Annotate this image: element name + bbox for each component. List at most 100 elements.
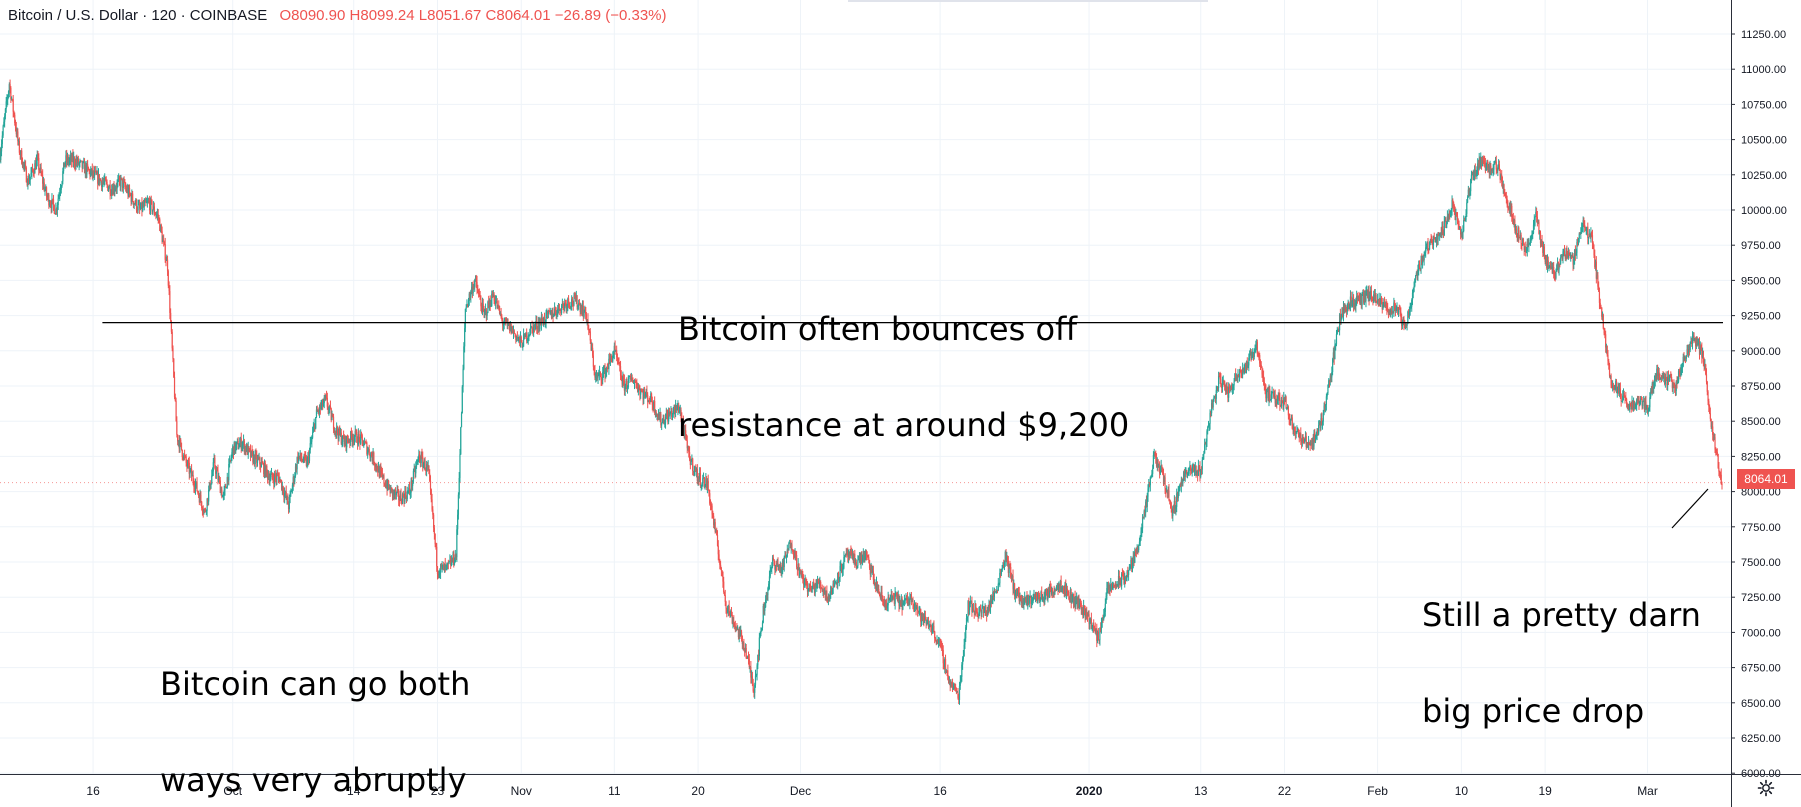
candle	[10, 87, 12, 100]
candle	[453, 562, 456, 564]
candle	[1505, 196, 1507, 199]
candle	[886, 605, 888, 609]
candle	[143, 202, 145, 207]
price-tick-label: 8000.00	[1741, 487, 1781, 499]
candle	[1621, 400, 1623, 402]
candle	[120, 177, 122, 187]
price-tick-label: 11000.00	[1741, 64, 1786, 76]
candle	[614, 345, 616, 351]
candle	[712, 514, 714, 516]
candle	[447, 562, 449, 564]
candle	[882, 600, 885, 603]
candle	[668, 412, 670, 422]
candle	[1068, 594, 1070, 600]
candle	[1688, 349, 1691, 351]
candle	[513, 330, 515, 334]
candle	[662, 418, 664, 420]
candle	[139, 208, 141, 210]
candle	[1420, 259, 1422, 270]
candle	[197, 492, 200, 496]
candle	[608, 358, 610, 369]
candle	[53, 205, 55, 214]
interval-label[interactable]: 120	[151, 7, 177, 24]
candle	[1251, 356, 1253, 360]
candle	[989, 600, 992, 609]
candle	[139, 204, 141, 209]
candle	[674, 406, 676, 413]
candle	[1046, 591, 1048, 599]
candle	[55, 208, 57, 214]
candle	[191, 475, 193, 477]
candle	[1713, 437, 1715, 440]
candle	[959, 681, 961, 686]
candle	[972, 608, 974, 613]
candle	[114, 188, 117, 190]
candle	[75, 160, 77, 167]
candle	[1283, 397, 1285, 407]
price-axis[interactable]: 11250.0011000.0010750.0010500.0010250.00…	[1731, 0, 1801, 807]
candle	[80, 160, 82, 162]
open-value: O8090.90	[279, 7, 346, 24]
drop-pointer-line	[1671, 488, 1709, 529]
candle	[1345, 310, 1348, 312]
candle	[287, 496, 289, 505]
candle	[1, 135, 3, 145]
candle	[910, 594, 913, 602]
gear-icon[interactable]	[1756, 778, 1776, 798]
candle	[971, 601, 973, 613]
candle	[271, 472, 273, 478]
candle	[917, 610, 919, 612]
candle	[363, 442, 366, 445]
candle	[1550, 265, 1552, 269]
candle	[95, 171, 97, 175]
candle	[892, 596, 895, 598]
candle	[311, 432, 314, 438]
candle	[701, 483, 703, 486]
candle	[46, 196, 48, 198]
candle	[282, 486, 284, 493]
candle	[1024, 597, 1026, 604]
candle	[48, 195, 50, 206]
candle	[1492, 169, 1494, 172]
candle	[1158, 466, 1160, 468]
candle	[126, 188, 128, 192]
candle	[390, 487, 392, 494]
candle	[900, 598, 902, 604]
candle	[624, 383, 626, 391]
time-axis[interactable]: 16 Oct 14 23 Nov 11 20 Dec 16 2020 13 22 Feb 10 19 Mar	[0, 774, 1801, 807]
candle	[1035, 592, 1037, 597]
candle	[611, 358, 613, 362]
candle	[1078, 600, 1080, 608]
symbol-name[interactable]: Bitcoin / U.S. Dollar	[8, 7, 139, 24]
candle	[1221, 382, 1224, 388]
candle	[1000, 571, 1002, 575]
candle	[803, 578, 805, 585]
candle	[768, 583, 770, 589]
candle	[1229, 388, 1231, 390]
candle	[851, 554, 853, 556]
candle	[1459, 226, 1462, 235]
candle	[862, 551, 864, 558]
candle	[442, 564, 444, 566]
candle	[334, 430, 336, 433]
candle	[1684, 357, 1687, 359]
candle	[526, 339, 529, 341]
candle	[1475, 173, 1477, 176]
candle	[767, 588, 769, 596]
candle	[96, 172, 98, 175]
candle	[1591, 232, 1593, 236]
candle	[1079, 603, 1082, 605]
candle	[1062, 588, 1064, 590]
candle	[1300, 433, 1302, 442]
candle	[1290, 417, 1293, 419]
candle	[1292, 428, 1294, 431]
candle	[986, 610, 989, 616]
candle	[218, 478, 221, 481]
candle	[585, 306, 587, 315]
candle	[399, 494, 401, 501]
candle	[1632, 401, 1634, 409]
candle	[558, 303, 560, 311]
candle	[609, 355, 612, 360]
candle	[1553, 267, 1555, 273]
